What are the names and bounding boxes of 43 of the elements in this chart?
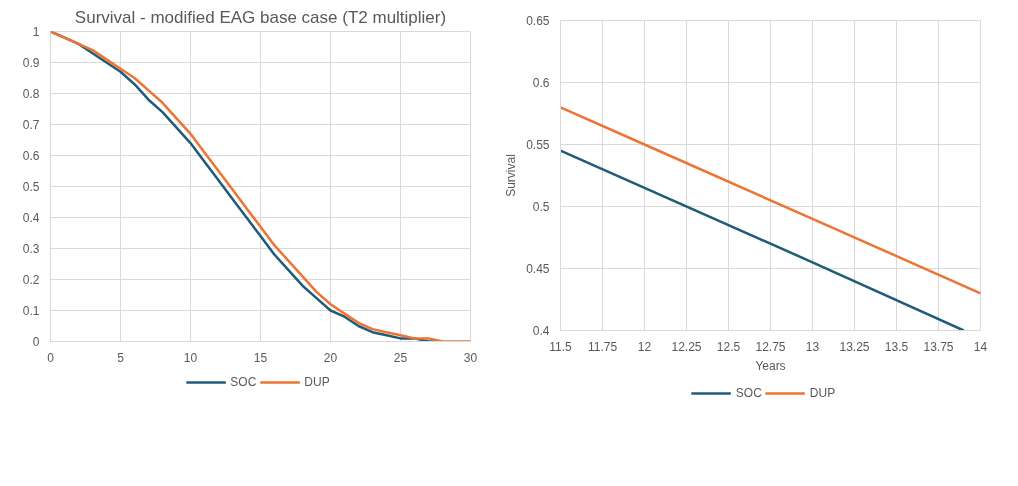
- y-tick-label: 0.3: [22, 242, 40, 256]
- y-tick-label: 0.65: [526, 14, 550, 28]
- y-tick-label: 0.55: [526, 138, 550, 152]
- x-tick-label: 14: [973, 339, 988, 354]
- y-tick-label: 0.6: [22, 149, 40, 163]
- x-tick-label: 12.75: [755, 339, 786, 354]
- y-tick-label: 0.8: [22, 87, 40, 101]
- y-tick-label: 0.4: [532, 324, 550, 338]
- y-tick-label: 0.7: [22, 118, 40, 132]
- y-tick-label: 0.2: [22, 273, 40, 287]
- x-axis-title: Years: [755, 358, 786, 373]
- y-tick-label: 0.6: [532, 76, 550, 90]
- x-tick-label: 13.5: [884, 339, 909, 354]
- x-tick-label: 13.75: [923, 339, 954, 354]
- x-tick-label: 25: [393, 350, 408, 365]
- line-series: [560, 149, 965, 331]
- x-tick-label: 5: [117, 350, 125, 365]
- x-tick-label: 20: [323, 350, 338, 365]
- legend-label: DUP: [304, 375, 330, 389]
- y-tick-label: 0.1: [22, 304, 40, 318]
- x-tick-label: 11.75: [587, 339, 618, 354]
- legend-label: SOC: [230, 375, 257, 389]
- line-series: [560, 106, 981, 295]
- y-tick-label: 1: [32, 25, 40, 39]
- y-axis-title: Survival: [504, 154, 519, 197]
- x-tick-label: 10: [183, 350, 198, 365]
- x-tick-label: 12.25: [671, 339, 702, 354]
- y-tick-label: 0.4: [22, 211, 40, 225]
- chart-title: Survival - modified EAG base case (T2 multiplier): [74, 7, 447, 27]
- x-tick-label: 0: [47, 350, 55, 365]
- y-tick-label: 0.45: [526, 262, 550, 276]
- x-tick-label: 13.25: [839, 339, 870, 354]
- y-tick-label: 0.9: [22, 56, 40, 70]
- x-tick-label: 12: [637, 339, 652, 354]
- legend-label: SOC: [735, 386, 762, 400]
- y-tick-label: 0.5: [532, 200, 550, 214]
- y-tick-label: 0.5: [22, 180, 40, 194]
- x-tick-label: 12.5: [716, 339, 741, 354]
- x-tick-label: 13: [805, 339, 820, 354]
- x-tick-label: 30: [463, 350, 478, 365]
- x-tick-label: 15: [253, 350, 268, 365]
- legend-label: DUP: [809, 386, 836, 400]
- x-tick-label: 11.5: [549, 339, 573, 354]
